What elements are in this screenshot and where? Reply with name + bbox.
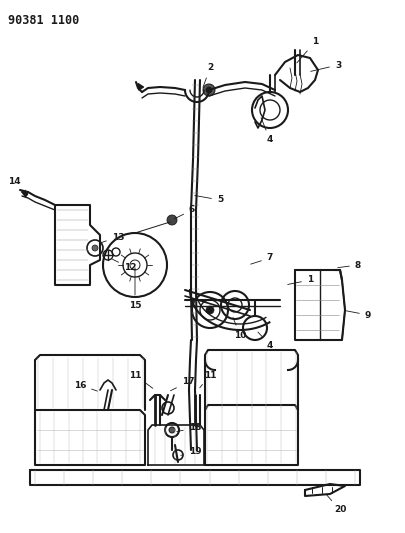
Circle shape [169,427,175,433]
Text: 19: 19 [181,448,201,456]
Circle shape [203,84,215,96]
Text: 14: 14 [8,177,26,190]
Text: 10: 10 [233,318,246,340]
Circle shape [206,306,214,314]
Text: 4: 4 [261,118,273,144]
Text: 18: 18 [177,424,201,432]
Text: 4: 4 [258,332,273,350]
Text: 90381 1100: 90381 1100 [8,14,79,27]
Text: 12: 12 [113,259,136,272]
Text: 1: 1 [297,37,318,63]
Circle shape [206,87,212,93]
Text: 1: 1 [288,276,313,285]
Text: 20: 20 [327,495,346,514]
Text: 6: 6 [175,206,195,219]
Text: 15: 15 [129,268,141,310]
Text: 13: 13 [100,232,124,243]
Text: 11: 11 [200,370,216,388]
Text: 11: 11 [129,370,153,389]
Text: 3: 3 [311,61,341,71]
Circle shape [167,215,177,225]
Text: 9: 9 [345,311,371,319]
Text: 16: 16 [74,381,97,391]
Text: 7: 7 [251,254,273,264]
Text: 2: 2 [203,63,213,87]
Text: 5: 5 [195,196,223,205]
Text: 8: 8 [338,261,361,270]
Text: 17: 17 [171,377,194,391]
Circle shape [92,245,98,251]
